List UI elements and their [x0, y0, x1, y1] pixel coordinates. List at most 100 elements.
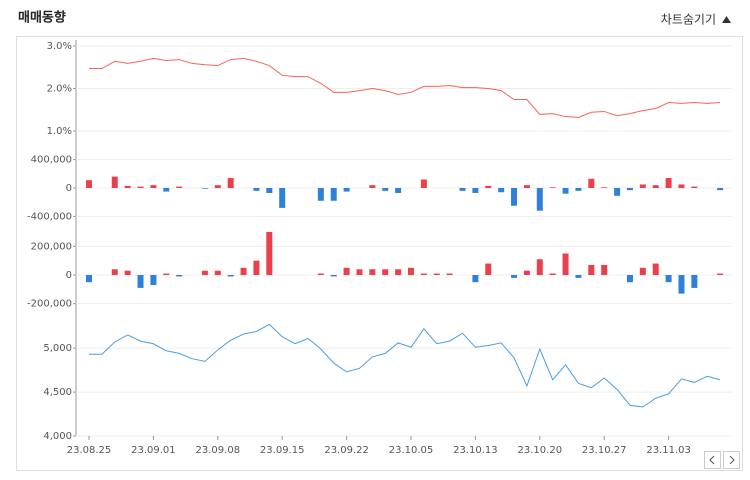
bar — [253, 260, 260, 275]
bar — [575, 275, 582, 278]
bar — [317, 188, 324, 201]
bar — [575, 188, 582, 191]
bar — [111, 176, 118, 188]
x-tick-label: 23.09.08 — [196, 445, 241, 456]
bar — [665, 178, 672, 188]
bar — [343, 188, 350, 192]
toggle-label[interactable]: 차트숨기기 — [661, 13, 716, 27]
bar — [626, 275, 633, 283]
y-tick-label: 4,500 — [43, 387, 72, 398]
bar — [395, 188, 402, 193]
bar — [227, 178, 234, 188]
bar — [588, 178, 595, 188]
bar — [614, 188, 621, 196]
y-tick-label: 1.0% — [47, 126, 72, 137]
prev-box[interactable] — [704, 451, 721, 469]
bar — [485, 185, 492, 188]
bar — [330, 188, 337, 201]
prev-icon[interactable] — [709, 455, 715, 465]
bar — [717, 273, 724, 275]
bar — [691, 186, 698, 188]
bar — [665, 275, 672, 283]
bar — [717, 188, 724, 191]
y-tick-label: 5,000 — [43, 343, 72, 354]
bar — [485, 263, 492, 275]
bar — [523, 270, 530, 275]
bar — [652, 185, 659, 188]
toggle-arrow[interactable] — [722, 16, 731, 23]
bar — [150, 185, 157, 188]
bar — [446, 273, 453, 275]
bar — [639, 267, 646, 275]
bar — [536, 188, 543, 211]
bar — [214, 185, 221, 188]
widget-title: 매매동향 — [18, 10, 66, 26]
bar — [369, 185, 376, 188]
x-tick-label: 23.10.20 — [518, 445, 563, 456]
bar — [86, 180, 92, 188]
hide-chart-toggle[interactable]: 차트숨기기 — [661, 13, 731, 27]
bar — [588, 264, 595, 275]
bar — [626, 188, 633, 191]
next-box[interactable] — [723, 451, 740, 469]
bar — [498, 188, 505, 193]
bar — [536, 259, 543, 275]
bar — [137, 186, 144, 188]
bar — [678, 184, 685, 188]
x-tick-label: 23.10.13 — [453, 445, 498, 456]
bar — [562, 188, 569, 194]
bar — [343, 267, 350, 275]
bar — [253, 188, 260, 191]
bar — [356, 269, 363, 275]
next-button[interactable] — [723, 451, 740, 469]
bar — [176, 186, 183, 188]
x-tick-label: 23.10.27 — [582, 445, 627, 456]
bar — [601, 264, 608, 275]
bar — [420, 179, 427, 188]
y-tick-label: -400,000 — [27, 211, 72, 222]
y-tick-label: 0 — [66, 183, 72, 194]
bar — [150, 275, 157, 286]
bar — [678, 275, 685, 294]
x-tick-label: 23.09.22 — [324, 445, 369, 456]
bar — [382, 188, 389, 191]
bar — [639, 184, 646, 188]
y-tick-label: 3.0% — [47, 41, 72, 52]
bar — [111, 269, 118, 275]
bar — [176, 275, 183, 277]
bar — [214, 270, 221, 275]
chart-frame — [16, 36, 743, 471]
bar — [652, 263, 659, 275]
bar — [395, 269, 402, 275]
bar — [511, 188, 518, 206]
bar — [279, 188, 286, 208]
bar — [382, 269, 389, 275]
bar — [549, 273, 556, 275]
x-tick-label: 23.09.15 — [260, 445, 305, 456]
bar — [433, 273, 440, 275]
bar — [86, 275, 92, 283]
bar — [408, 267, 414, 275]
bar — [472, 275, 479, 283]
bar — [511, 275, 518, 278]
bar — [201, 188, 208, 189]
bar — [317, 273, 324, 275]
y-tick-label: 2.0% — [47, 84, 72, 95]
bar — [266, 232, 273, 275]
x-tick-label: 23.10.05 — [389, 445, 434, 456]
bar — [201, 270, 208, 275]
x-tick-label: 23.11.03 — [646, 445, 691, 456]
bar — [266, 188, 273, 193]
bar — [330, 275, 337, 277]
bar — [562, 253, 569, 275]
bar — [137, 275, 144, 288]
y-tick-label: 0 — [66, 270, 72, 281]
bar — [163, 188, 170, 192]
x-tick-label: 23.09.01 — [131, 445, 176, 456]
x-tick-label: 23.08.25 — [67, 445, 112, 456]
bar — [549, 187, 556, 188]
prev-button[interactable] — [704, 451, 721, 469]
bar — [227, 275, 234, 277]
bar — [459, 188, 466, 191]
next-icon[interactable] — [729, 455, 735, 465]
